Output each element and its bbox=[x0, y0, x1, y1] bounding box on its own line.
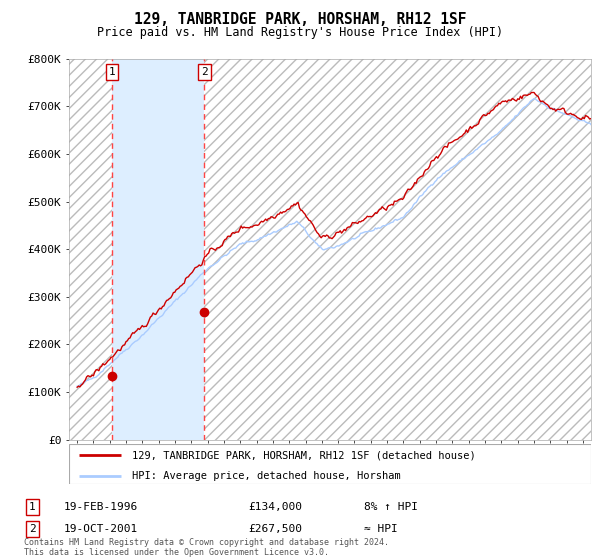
Text: £267,500: £267,500 bbox=[248, 524, 302, 534]
Text: 129, TANBRIDGE PARK, HORSHAM, RH12 1SF (detached house): 129, TANBRIDGE PARK, HORSHAM, RH12 1SF (… bbox=[131, 450, 475, 460]
Text: 129, TANBRIDGE PARK, HORSHAM, RH12 1SF: 129, TANBRIDGE PARK, HORSHAM, RH12 1SF bbox=[134, 12, 466, 27]
Text: 2: 2 bbox=[201, 67, 208, 77]
Text: 19-FEB-1996: 19-FEB-1996 bbox=[64, 502, 139, 512]
Bar bbox=[112, 59, 205, 440]
Text: 2: 2 bbox=[29, 524, 36, 534]
Text: Contains HM Land Registry data © Crown copyright and database right 2024.
This d: Contains HM Land Registry data © Crown c… bbox=[24, 538, 389, 557]
Text: ≈ HPI: ≈ HPI bbox=[364, 524, 397, 534]
Text: £134,000: £134,000 bbox=[248, 502, 302, 512]
Text: HPI: Average price, detached house, Horsham: HPI: Average price, detached house, Hors… bbox=[131, 470, 400, 480]
Bar bbox=[205, 59, 591, 440]
Text: 19-OCT-2001: 19-OCT-2001 bbox=[64, 524, 139, 534]
Text: 1: 1 bbox=[109, 67, 115, 77]
Text: 8% ↑ HPI: 8% ↑ HPI bbox=[364, 502, 418, 512]
Text: Price paid vs. HM Land Registry's House Price Index (HPI): Price paid vs. HM Land Registry's House … bbox=[97, 26, 503, 39]
Bar bbox=[69, 59, 112, 440]
FancyBboxPatch shape bbox=[69, 444, 591, 484]
Text: 1: 1 bbox=[29, 502, 36, 512]
